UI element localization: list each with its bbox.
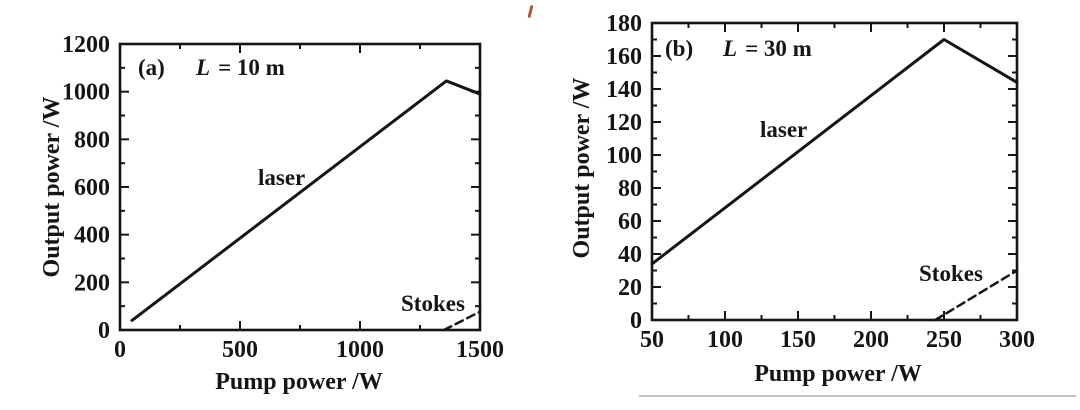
svg-text:0: 0 — [114, 337, 126, 363]
panel-a-label: (a) — [138, 55, 165, 80]
svg-text:60: 60 — [618, 209, 642, 235]
svg-text:300: 300 — [999, 327, 1035, 353]
panel-a-x-axis-title: Pump power /W — [215, 369, 383, 395]
plot-a-canvas: 0 500 1000 1500 0 200 400 600 800 1000 1200 — [62, 32, 504, 363]
panel-b-y-axis-title: Output power /W — [569, 77, 595, 259]
svg-text:160: 160 — [606, 44, 642, 70]
svg-text:1000: 1000 — [62, 80, 110, 106]
panel-a-condition: L = 10 m — [196, 54, 285, 82]
svg-text:180: 180 — [606, 11, 642, 37]
panel-a-series-label-stokes: Stokes — [401, 291, 465, 316]
panel-a-series-label-laser: laser — [258, 165, 306, 190]
svg-text:200: 200 — [853, 327, 889, 353]
svg-text:80: 80 — [618, 176, 642, 202]
panel-a-condition-symbol: L — [196, 55, 211, 80]
panel-b-condition: L = 30 m — [723, 35, 812, 63]
svg-text:120: 120 — [606, 110, 642, 136]
svg-text:50: 50 — [640, 327, 664, 353]
svg-text:0: 0 — [630, 308, 642, 334]
svg-text:150: 150 — [780, 327, 816, 353]
svg-text:200: 200 — [74, 270, 110, 296]
svg-text:800: 800 — [74, 127, 110, 153]
panel-b-series-label-stokes: Stokes — [919, 261, 983, 286]
svg-text:1200: 1200 — [62, 32, 110, 58]
svg-text:40: 40 — [618, 242, 642, 268]
svg-text:400: 400 — [74, 223, 110, 249]
panel-a-y-axis-title: Output power /W — [39, 96, 65, 278]
red-pen-mark — [527, 4, 534, 19]
plot-b-canvas: 50 100 150 200 250 300 0 20 40 60 80 100 120 140 160 18… — [606, 11, 1035, 353]
svg-text:600: 600 — [74, 175, 110, 201]
svg-text:20: 20 — [618, 275, 642, 301]
svg-text:100: 100 — [707, 327, 743, 353]
panel-b-condition-symbol: L — [723, 36, 738, 61]
svg-text:140: 140 — [606, 77, 642, 103]
svg-text:100: 100 — [606, 143, 642, 169]
svg-text:250: 250 — [926, 327, 962, 353]
panel-a-condition-value: = 10 m — [218, 55, 285, 80]
svg-text:1500: 1500 — [456, 337, 504, 363]
panel-b-condition-value: = 30 m — [745, 36, 812, 61]
panel-b-series-label-laser: laser — [760, 117, 808, 142]
separator-line — [639, 395, 1076, 397]
svg-text:0: 0 — [98, 318, 110, 344]
svg-text:500: 500 — [222, 337, 258, 363]
svg-text:1000: 1000 — [336, 337, 384, 363]
panel-b-label: (b) — [665, 36, 694, 61]
panel-b-x-axis-title: Pump power /W — [754, 361, 922, 387]
